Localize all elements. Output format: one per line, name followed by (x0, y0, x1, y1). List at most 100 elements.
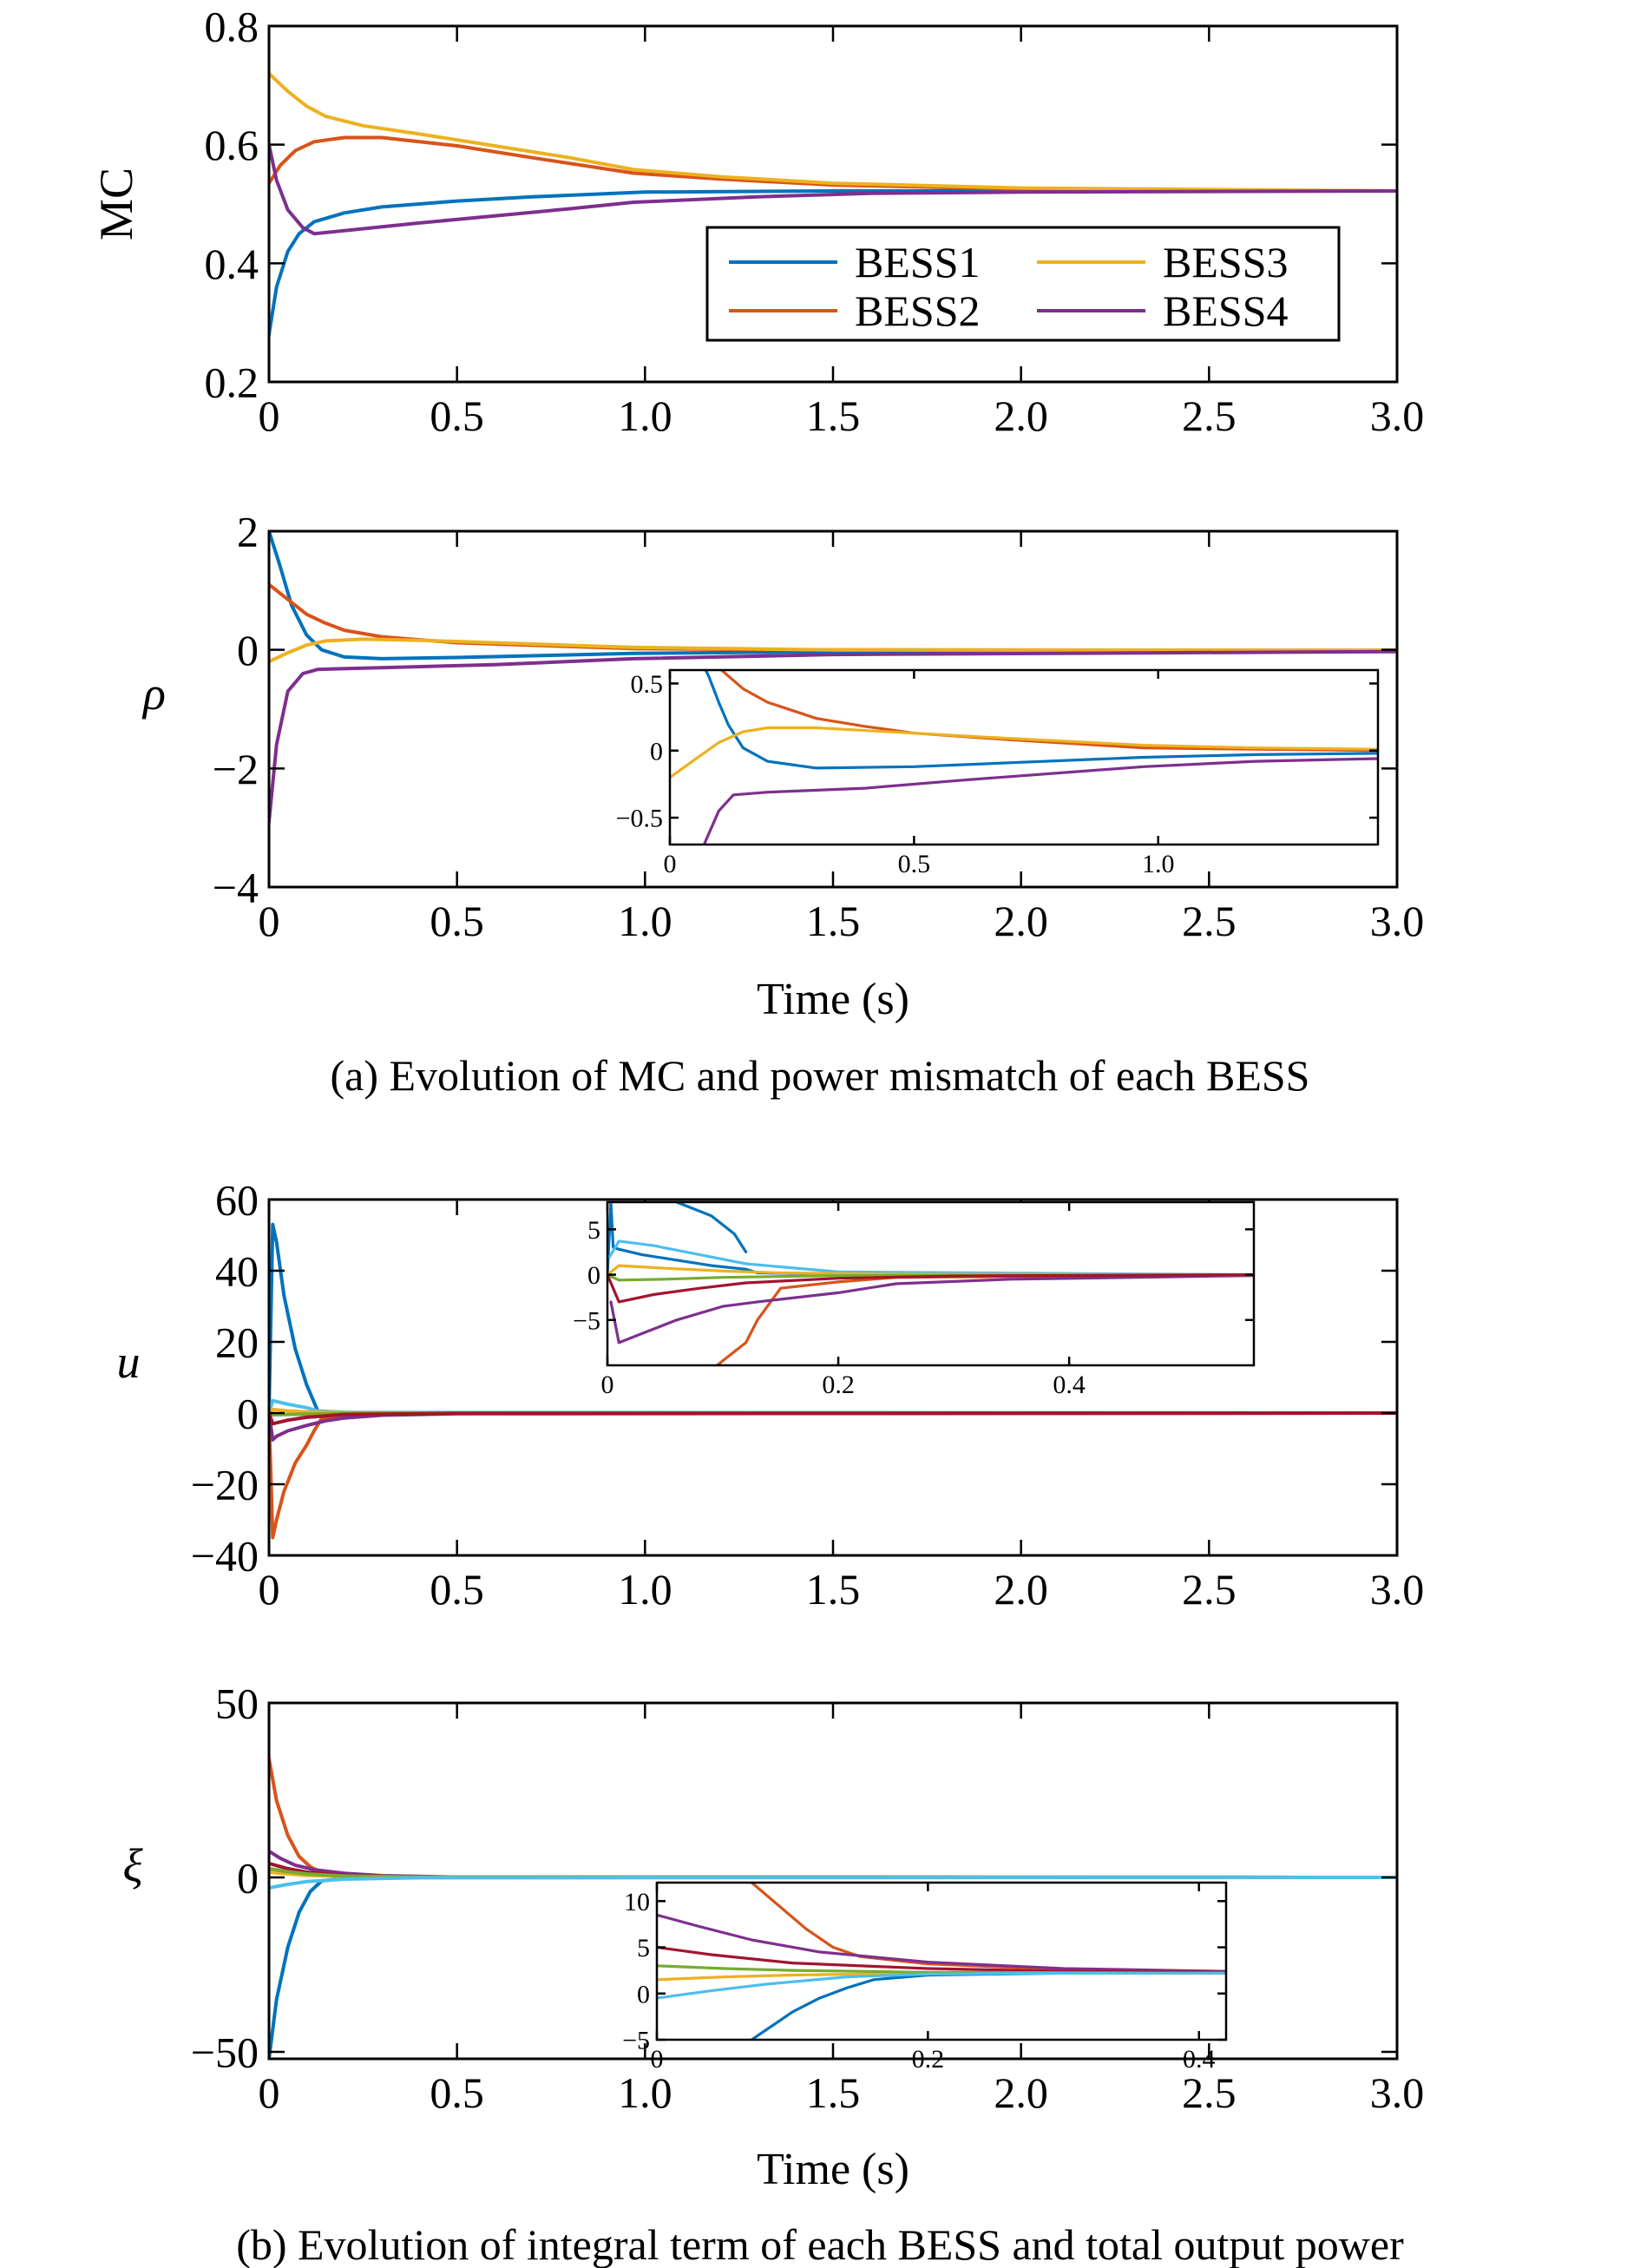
rho-ytick-label: 0 (237, 626, 259, 674)
rho-inset-ytick-label: 0.5 (631, 670, 664, 699)
rho-inset: 0 0.5 1.0−0.500.5 (616, 668, 1380, 878)
xi-inset-line-s3 (657, 1913, 1226, 1973)
u-xtick-label: 0 (259, 1565, 280, 1614)
xi-inset-ytick-label: 10 (624, 1888, 650, 1916)
rho-inset-line-bess3 (670, 726, 1378, 779)
mc-series (269, 71, 1397, 337)
u-xtick-label: 2.0 (994, 1565, 1048, 1614)
u-ytick-label: 60 (215, 1176, 259, 1225)
u-xtick-label: 3.0 (1370, 1565, 1425, 1614)
xi-xtick-label: 2.0 (994, 2068, 1048, 2117)
caption-b: (b) Evolution of integral term of each B… (236, 2220, 1404, 2268)
rho-inset-line-bess2 (719, 670, 1378, 753)
xi-xtick-label: 2.5 (1182, 2068, 1237, 2117)
mc-ytick-label: 0.8 (205, 3, 259, 51)
u-inset-line-s3 (609, 1273, 1254, 1344)
chart-rho: 0 0.5 1.0 1.5 2.0 2.5 3.0 −4 −2 0 2 ρ Time (s) 0 0.5 1.… (141, 508, 1424, 1025)
u-xtick-label: 0.5 (430, 1565, 484, 1614)
u-ytick-label: 20 (215, 1318, 259, 1367)
u-ytick-label: 40 (215, 1247, 259, 1296)
xi-inset-ytick-label: −5 (622, 2027, 650, 2055)
rho-inset-series (670, 670, 1378, 845)
u-inset-line-s7 (607, 1272, 1254, 1304)
rho-line-bess1 (269, 531, 1397, 661)
xi-ytick-label: −50 (191, 2028, 259, 2076)
xi-xtick-label: 0.5 (430, 2068, 484, 2117)
u-ytick-label: −40 (191, 1532, 259, 1581)
rho-xtick-label: 1.5 (806, 897, 861, 945)
mc-legend-label: BESS3 (1163, 238, 1289, 286)
mc-ylabel: MC (90, 168, 142, 240)
xi-inset-xtick-label: 0.2 (912, 2045, 945, 2074)
mc-ytick-label: 0.2 (205, 358, 259, 407)
u-inset-xtick-label: 0 (601, 1371, 614, 1399)
rho-xtick-label: 2.0 (994, 897, 1048, 945)
mc-ytick-label: 0.6 (205, 121, 259, 169)
xi-xlabel: Time (s) (757, 2145, 909, 2194)
rho-inset-frame (668, 668, 1380, 846)
mc-legend-label: BESS4 (1163, 286, 1289, 335)
xi-inset-xtick-label: 0 (651, 2045, 664, 2074)
u-xtick-label: 1.0 (618, 1565, 672, 1614)
chart-panels: 0 0.5 1.0 1.5 2.0 2.5 3.00.20.40.60.8MCBESS1BE… (90, 3, 1424, 2195)
xi-inset-series (657, 1883, 1226, 2040)
mc-xtick-label: 0.5 (430, 391, 484, 440)
xi-inset-frame (655, 1881, 1228, 2041)
mc-xtick-label: 1.0 (618, 391, 672, 440)
mc-xtick-label: 0 (259, 391, 280, 440)
xi-xtick-label: 3.0 (1370, 2068, 1425, 2117)
mc-line-bess4 (269, 142, 1397, 236)
mc-legend-box (705, 226, 1341, 342)
rho-inset-line-bess1 (704, 670, 1378, 770)
xi-inset-xtick-label: 0.4 (1183, 2045, 1216, 2074)
mc-legend-label: BESS2 (855, 286, 981, 335)
mc-xtick-label: 2.0 (994, 391, 1048, 440)
mc-xtick-label: 1.5 (806, 391, 861, 440)
xi-inset-ytick-label: 0 (637, 1980, 650, 2008)
u-inset-line-s6 (607, 1272, 1254, 1282)
rho-xtick-label: 0 (259, 897, 280, 945)
mc-ytick-label: 0.4 (205, 240, 259, 288)
mc-xtick-label: 3.0 (1370, 391, 1425, 440)
xi-line-s7 (269, 1876, 1397, 1890)
u-inset-line-s4 (608, 1239, 1254, 1277)
u-inset: 0 0.2 0.4 −5 0 5 (573, 1200, 1256, 1399)
chart-mc: 0 0.5 1.0 1.5 2.0 2.5 3.00.20.40.60.8MCBESS1BE… (90, 3, 1424, 441)
u-line-s3 (269, 1411, 1397, 1442)
rho-inset-xtick-label: 1.0 (1142, 850, 1175, 878)
rho-inset-line-bess4 (702, 757, 1378, 845)
xi-ytick-label: 0 (237, 1853, 259, 1902)
rho-ylabel: ρ (141, 667, 166, 720)
xi-line-s2 (269, 1757, 1397, 1879)
u-inset-ytick-label: −5 (573, 1306, 600, 1335)
u-inset-xtick-label: 0.4 (1053, 1371, 1086, 1399)
xi-xtick-label: 1.5 (806, 2068, 861, 2117)
mc-legend-label: BESS1 (855, 238, 981, 286)
u-xtick-label: 2.5 (1182, 1565, 1237, 1614)
rho-inset-xtick-label: 0 (664, 850, 677, 878)
rho-line-bess4 (269, 649, 1397, 824)
caption-a: (a) Evolution of MC and power mismatch o… (331, 1051, 1310, 1100)
rho-inset-bg (670, 670, 1378, 845)
u-line-s2 (269, 1411, 1397, 1540)
rho-line-bess3 (269, 637, 1397, 664)
xi-xtick-label: 0 (259, 2068, 280, 2117)
u-inset-line-s1b (675, 1202, 748, 1254)
rho-ytick-label: −4 (213, 864, 259, 912)
xi-ylabel: ξ (122, 1839, 143, 1891)
mc-xtick-label: 2.5 (1182, 391, 1237, 440)
rho-inset-ytick-label: 0 (650, 737, 663, 766)
mc-line-bess1 (269, 189, 1397, 337)
xi-inset-line-s7 (657, 1971, 1226, 2000)
u-series (269, 1222, 1397, 1540)
u-inset-ytick-label: 5 (587, 1216, 600, 1245)
rho-series (269, 531, 1397, 824)
rho-ytick-label: −2 (213, 745, 259, 793)
xi-inset-bg (657, 1883, 1226, 2040)
mc-line-bess3 (269, 71, 1397, 193)
u-inset-ytick-label: 0 (587, 1261, 600, 1290)
rho-xlabel: Time (s) (757, 975, 909, 1024)
u-line-s7 (269, 1411, 1397, 1426)
